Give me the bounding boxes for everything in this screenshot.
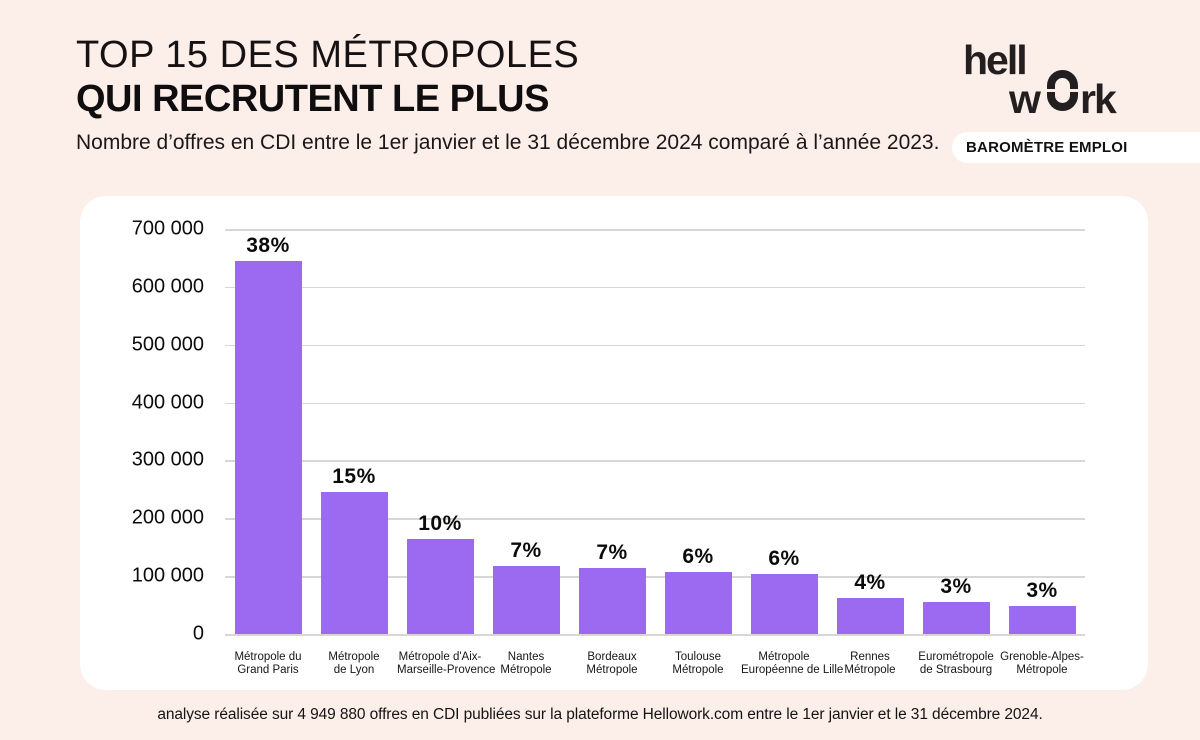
page-subtitle: Nombre d’offres en CDI entre le 1er janv… <box>76 131 940 154</box>
y-axis-tick-label: 500 000 <box>131 333 204 356</box>
bar <box>578 568 646 634</box>
bar-column: 3% <box>999 579 1085 634</box>
bar <box>664 571 732 634</box>
x-axis-category-label: Grenoble-Alpes- Métropole <box>1000 651 1084 676</box>
bar <box>492 565 560 634</box>
bar <box>406 538 474 634</box>
gridline <box>225 576 1085 578</box>
bar-value-label: 6% <box>682 544 714 568</box>
bar <box>922 601 990 634</box>
logo-o-arc-icon <box>1047 70 1078 89</box>
gridline <box>225 229 1085 231</box>
gridline <box>225 286 1085 289</box>
bar-chart: 700 000 600 000 500 000 400 000 300 000 200 0… <box>132 218 1085 676</box>
bar-column: 38% <box>225 234 311 634</box>
bar-column: 7% <box>569 541 655 634</box>
x-axis-category-label: Bordeaux Métropole <box>586 651 638 676</box>
gridline <box>225 402 1085 405</box>
bar-column: 4% <box>827 571 913 634</box>
bar-column: 15% <box>311 465 397 634</box>
bar-value-label: 4% <box>854 571 886 595</box>
bar <box>750 573 818 634</box>
logo-text-hell: hell <box>963 37 1028 83</box>
bar-value-label: 10% <box>418 511 462 535</box>
logo-text-rk: rk <box>1080 76 1117 122</box>
x-axis-labels: Métropole du Grand Paris Métropole de Lyon M… <box>225 651 1085 677</box>
bar <box>836 598 904 634</box>
footnote: analyse réalisée sur 4 949 880 offres en… <box>157 706 1043 723</box>
bar-column: 6% <box>655 544 741 634</box>
y-axis-tick-label: 600 000 <box>131 275 204 298</box>
bar <box>320 491 388 634</box>
gridline <box>225 634 1085 636</box>
bar-column: 3% <box>913 575 999 634</box>
y-axis-tick-label: 400 000 <box>131 391 204 414</box>
barometre-emploi-badge: BAROMÈTRE EMPLOI <box>952 132 1200 163</box>
x-axis-category-label: Métropole du Grand Paris <box>234 651 302 676</box>
bar-column: 7% <box>483 539 569 634</box>
gridline <box>225 518 1085 520</box>
y-axis-tick-label: 300 000 <box>131 448 204 471</box>
gridline <box>225 460 1085 462</box>
x-axis-category-label: Toulouse Métropole <box>672 651 724 676</box>
bar-value-label: 7% <box>596 541 628 564</box>
page-title-line1: TOP 15 DES MÉTROPOLES <box>76 34 580 76</box>
chart-card: 700 000 600 000 500 000 400 000 300 000 200 0… <box>80 196 1148 690</box>
bar-column: 6% <box>741 547 827 634</box>
x-axis-category-label: Eurométropole de Strasbourg <box>918 651 994 676</box>
x-axis-category-label: Métropole de Lyon <box>328 651 380 676</box>
bar-column: 10% <box>397 511 483 634</box>
bar-value-label: 3% <box>940 574 972 598</box>
x-axis-category-label: Nantes Métropole <box>500 651 552 676</box>
gridline <box>225 344 1085 347</box>
bar-value-label: 15% <box>332 464 376 488</box>
x-axis-category-label: Rennes Métropole <box>844 651 896 676</box>
bar-value-label: 6% <box>768 546 800 570</box>
bar <box>1008 605 1076 634</box>
y-axis-tick-label: 100 000 <box>131 564 204 587</box>
x-axis-category-label: Métropole Européenne de Lille <box>741 651 844 676</box>
x-axis-category-label: Métropole d'Aix- Marseille-Provence <box>397 651 496 676</box>
page-title-line2: QUI RECRUTENT LE PLUS <box>76 78 549 120</box>
bar-value-label: 3% <box>1026 578 1058 602</box>
logo-text-w: w <box>1009 76 1041 122</box>
hellowork-logo: hell w rk <box>963 40 1143 120</box>
bar <box>234 260 302 634</box>
y-axis-tick-label: 200 000 <box>131 506 204 529</box>
bars-container: 38% 15% 10% 7% 7% 6% 6% 4% 3% 3% <box>225 229 1085 634</box>
bar-value-label: 38% <box>246 233 290 257</box>
y-axis-tick-label: 0 <box>192 622 204 645</box>
logo-u-arc-icon <box>1047 92 1078 111</box>
bar-value-label: 7% <box>510 538 542 562</box>
y-axis-tick-label: 700 000 <box>131 217 204 240</box>
